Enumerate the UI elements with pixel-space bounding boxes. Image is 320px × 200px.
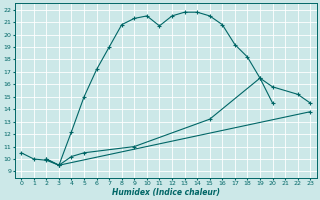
X-axis label: Humidex (Indice chaleur): Humidex (Indice chaleur): [112, 188, 220, 197]
